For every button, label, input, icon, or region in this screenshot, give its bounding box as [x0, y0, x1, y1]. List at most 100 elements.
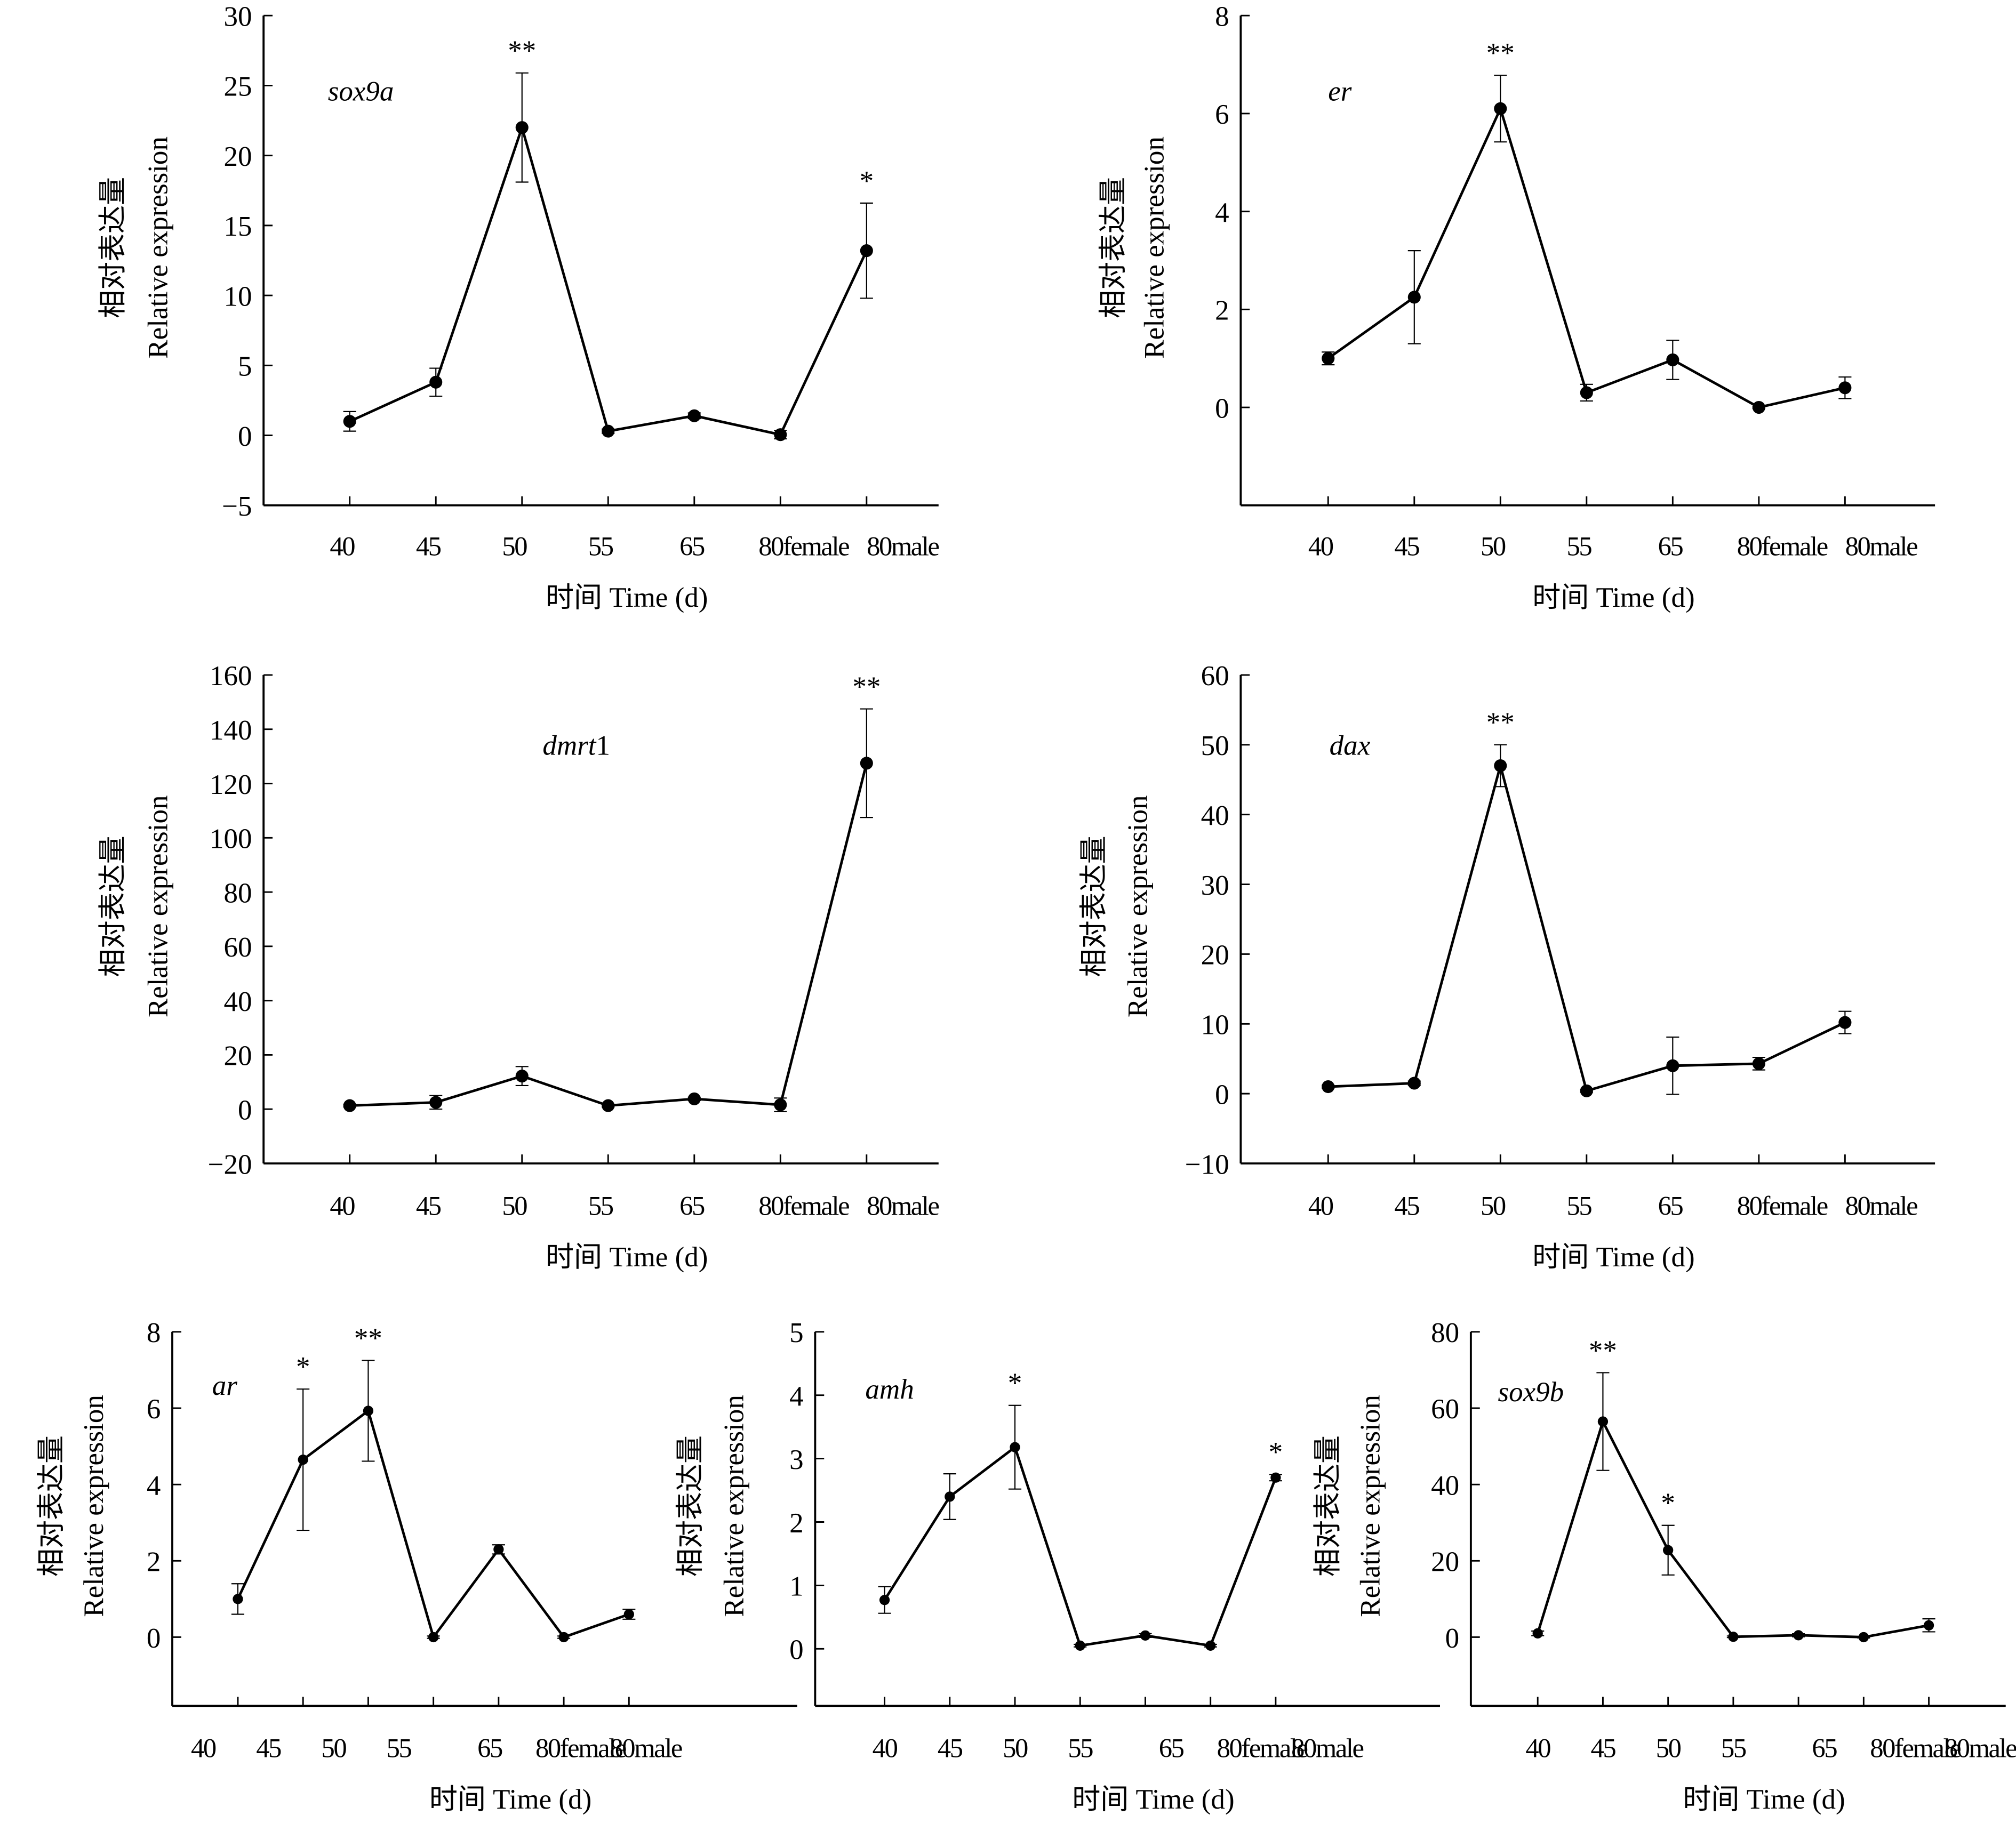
data-point [602, 424, 615, 438]
y-tick-label: 140 [210, 715, 252, 746]
gene-label: dax [1330, 730, 1371, 761]
y-tick-label: 120 [210, 769, 252, 800]
gene-label: dmrt1 [542, 730, 610, 761]
data-point [1322, 1080, 1335, 1094]
x-tick-label: 80male [867, 532, 939, 561]
x-tick-label: 65 [679, 1191, 705, 1220]
y-axis-title-en: Relative expression [142, 136, 173, 359]
data-point [1580, 1084, 1593, 1097]
x-tick-label: 40 [873, 1733, 898, 1763]
y-axis-title-cn: 相对表达量 [1078, 836, 1109, 977]
gene-label-italic: sox9b [1498, 1377, 1564, 1408]
x-tick-label: 65 [1658, 532, 1683, 561]
data-point [1728, 1632, 1739, 1642]
y-axis-title-cn: 相对表达量 [1098, 177, 1129, 318]
x-axis-title: 时间 Time (d) [546, 582, 708, 613]
x-tick-label: 45 [1394, 1191, 1419, 1220]
series-line [236, 1408, 630, 1640]
y-tick-label: 6 [147, 1394, 161, 1425]
x-tick-label: 80male [867, 1191, 939, 1220]
data-point [1923, 1620, 1934, 1631]
y-tick-label: 2 [1215, 295, 1229, 326]
x-axis-title: 时间 Time (d) [429, 1784, 591, 1815]
x-tick-label: 65 [1159, 1733, 1184, 1763]
x-tick-label: 40 [191, 1733, 216, 1763]
y-axis-title-en: Relative expression [1122, 796, 1153, 1018]
series-line [883, 1445, 1277, 1648]
data-point [1580, 386, 1593, 399]
data-point [429, 1096, 443, 1109]
significance-mark: ** [508, 36, 536, 67]
y-axis-title-en: Relative expression [718, 1395, 749, 1617]
significance-mark: * [860, 166, 874, 197]
y-tick-label: 4 [789, 1381, 804, 1412]
data-point [233, 1594, 243, 1604]
data-point [602, 1099, 615, 1112]
y-axis-title-cn: 相对表达量 [675, 1435, 706, 1577]
y-tick-label: 20 [223, 1041, 252, 1072]
data-point [429, 375, 443, 389]
x-axis-title: 时间 Time (d) [546, 1242, 708, 1273]
y-tick-label: 80 [223, 878, 252, 909]
y-tick-label: 0 [238, 421, 252, 452]
series-line [349, 762, 868, 1107]
data-point [687, 409, 701, 422]
significance-mark: ** [852, 671, 881, 702]
data-point [1838, 1016, 1852, 1029]
x-tick-label: 65 [679, 532, 705, 561]
x-tick-label: 80male [1945, 1733, 2016, 1763]
data-point [860, 757, 873, 770]
x-tick-label: 80female [1870, 1733, 1961, 1763]
data-point [1663, 1545, 1674, 1555]
x-tick-label: 55 [588, 532, 613, 561]
gene-label: ar [212, 1370, 238, 1401]
x-tick-label: 40 [1308, 532, 1333, 561]
y-tick-label: 15 [223, 211, 252, 242]
significance-mark: ** [354, 1323, 382, 1354]
x-axis-title: 时间 Time (d) [1683, 1784, 1845, 1815]
data-point [515, 121, 529, 134]
data-point [343, 415, 356, 428]
data-point [1270, 1472, 1281, 1483]
x-tick-label: 80female [1217, 1733, 1308, 1763]
data-point [1205, 1640, 1216, 1651]
y-tick-label: 100 [210, 824, 252, 855]
gene-label-italic: dax [1330, 730, 1371, 761]
y-tick-label: 0 [789, 1635, 804, 1666]
x-tick-label: 80male [1845, 532, 1917, 561]
x-tick-label: 50 [502, 1191, 527, 1220]
data-point [1322, 352, 1335, 365]
y-tick-label: 8 [1215, 2, 1229, 33]
data-point [515, 1070, 529, 1083]
gene-label-italic: ar [212, 1370, 238, 1401]
data-point [1752, 1057, 1765, 1070]
y-tick-label: 6 [1215, 99, 1229, 130]
y-tick-label: 160 [210, 661, 252, 692]
x-tick-label: 40 [1525, 1733, 1550, 1763]
x-tick-label: 65 [477, 1733, 502, 1763]
series-line [1327, 105, 1845, 409]
data-point [687, 1092, 701, 1105]
y-tick-label: 0 [1215, 393, 1229, 424]
significance-mark: ** [1486, 708, 1515, 738]
y-axis-title-en: Relative expression [78, 1395, 109, 1617]
y-axis-title-cn: 相对表达量 [98, 177, 129, 318]
y-tick-label: 5 [789, 1318, 804, 1348]
y-tick-label: 3 [789, 1444, 804, 1475]
gene-label-italic: amh [865, 1374, 914, 1405]
x-tick-label: 80female [758, 532, 849, 561]
x-tick-label: 50 [1656, 1733, 1681, 1763]
x-tick-label: 45 [1591, 1733, 1616, 1763]
y-tick-label: 1 [789, 1571, 804, 1602]
y-tick-label: 30 [223, 2, 252, 33]
data-point [1597, 1416, 1609, 1427]
data-point [363, 1406, 374, 1416]
x-tick-label: 55 [1566, 1191, 1591, 1220]
y-tick-label: 4 [1215, 197, 1229, 228]
y-axis-title-en: Relative expression [1355, 1395, 1386, 1617]
chart-panel-sox9a: −5 0 5 10 15 20 25 30 40 45 50 55 65 80female 80male 时间… [98, 2, 940, 614]
series-line [1328, 760, 1846, 1093]
